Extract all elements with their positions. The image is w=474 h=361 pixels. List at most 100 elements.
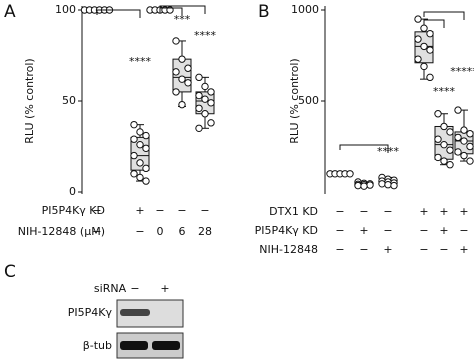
condition-mark: − bbox=[439, 243, 448, 256]
data-point bbox=[384, 181, 392, 189]
panel-letter: A bbox=[4, 2, 16, 22]
sig-bracket bbox=[423, 19, 445, 28]
condition-mark: − bbox=[135, 225, 144, 238]
data-point bbox=[420, 24, 428, 32]
data-point bbox=[130, 170, 138, 178]
condition-mark: + bbox=[359, 224, 368, 237]
data-point bbox=[184, 79, 192, 87]
sig-label: **** bbox=[194, 29, 217, 42]
condition-mark: + bbox=[459, 243, 468, 256]
condition-mark: − bbox=[200, 204, 209, 217]
data-point bbox=[172, 68, 180, 76]
data-point bbox=[136, 159, 144, 167]
y-tick-label: 0 bbox=[69, 185, 76, 198]
row-label: PI5P4Kγ KD bbox=[255, 224, 318, 237]
condition-mark: + bbox=[439, 205, 448, 218]
blot-row-label: PI5P4Kγ bbox=[68, 306, 113, 319]
data-point bbox=[426, 46, 434, 54]
condition-mark: − bbox=[177, 204, 186, 217]
condition-mark: − bbox=[419, 224, 428, 237]
condition-mark: + bbox=[383, 243, 392, 256]
blot-header: siRNA bbox=[94, 282, 127, 295]
condition-mark: − bbox=[335, 243, 344, 256]
blot-row-label: β-tub bbox=[83, 339, 112, 352]
data-point bbox=[414, 35, 422, 43]
row-label: DTX1 KD bbox=[269, 205, 318, 218]
y-axis-label: RLU (% control) bbox=[23, 58, 36, 143]
condition-mark: − bbox=[383, 224, 392, 237]
data-point bbox=[446, 146, 454, 154]
sig-bracket bbox=[423, 11, 465, 20]
data-point bbox=[446, 161, 454, 169]
data-point bbox=[207, 119, 215, 127]
y-tick-label: 50 bbox=[62, 94, 76, 107]
row-label: NIH-12848 bbox=[259, 243, 318, 256]
data-point bbox=[195, 73, 203, 82]
lane-label: + bbox=[160, 282, 169, 295]
data-point bbox=[460, 126, 468, 134]
data-point bbox=[178, 55, 186, 63]
panel-letter: C bbox=[4, 262, 16, 282]
y-tick-label: 500 bbox=[298, 94, 319, 107]
condition-mark: + bbox=[419, 205, 428, 218]
row-label: PI5P4Kγ KD bbox=[42, 204, 105, 217]
data-point bbox=[440, 122, 448, 131]
data-point bbox=[172, 88, 180, 96]
data-point bbox=[184, 64, 192, 72]
y-axis-label: RLU (% control) bbox=[288, 58, 301, 143]
data-point bbox=[460, 151, 468, 160]
data-point bbox=[414, 55, 422, 63]
data-point bbox=[434, 135, 442, 143]
data-point bbox=[454, 133, 462, 142]
data-point bbox=[440, 157, 448, 165]
data-point bbox=[136, 173, 144, 182]
data-point bbox=[446, 128, 454, 136]
data-point bbox=[346, 170, 354, 178]
data-point bbox=[434, 153, 442, 162]
data-point bbox=[354, 181, 362, 190]
blot-band bbox=[152, 341, 180, 350]
data-point bbox=[130, 120, 138, 129]
condition-mark: − bbox=[155, 204, 164, 217]
data-point bbox=[172, 37, 180, 45]
data-point bbox=[460, 137, 468, 145]
sig-label: **** bbox=[433, 85, 456, 98]
data-point bbox=[142, 177, 150, 185]
data-point bbox=[426, 73, 434, 82]
data-point bbox=[142, 131, 150, 140]
data-point bbox=[201, 82, 209, 91]
data-point bbox=[360, 182, 368, 190]
condition-mark: + bbox=[459, 205, 468, 218]
condition-mark: + bbox=[439, 224, 448, 237]
sig-label: *** bbox=[174, 13, 191, 26]
condition-mark: − bbox=[359, 243, 368, 256]
data-point bbox=[434, 110, 442, 118]
data-point bbox=[378, 180, 386, 188]
sig-label: **** bbox=[129, 55, 152, 68]
data-point bbox=[454, 106, 462, 114]
data-point bbox=[195, 91, 203, 100]
y-tick-label: 100 bbox=[55, 3, 76, 16]
data-point bbox=[142, 164, 150, 173]
condition-mark: 0 bbox=[157, 225, 164, 238]
data-point bbox=[420, 62, 428, 71]
data-point bbox=[366, 181, 374, 189]
data-point bbox=[136, 128, 144, 136]
data-point bbox=[414, 15, 422, 23]
sig-bracket bbox=[339, 144, 389, 153]
panel-letter: B bbox=[258, 2, 270, 22]
data-point bbox=[130, 135, 138, 143]
lane-label: − bbox=[130, 282, 139, 295]
sig-label: **** bbox=[377, 145, 400, 158]
data-point bbox=[466, 130, 474, 138]
data-point bbox=[454, 148, 462, 156]
sig-bracket bbox=[159, 5, 206, 14]
data-point bbox=[201, 95, 209, 103]
condition-mark: + bbox=[135, 204, 144, 217]
data-point bbox=[130, 151, 138, 160]
data-point bbox=[178, 75, 186, 83]
condition-mark: 28 bbox=[198, 225, 212, 238]
y-tick-label: 1000 bbox=[291, 3, 319, 16]
row-label: NIH-12848 (μM) bbox=[18, 225, 105, 238]
